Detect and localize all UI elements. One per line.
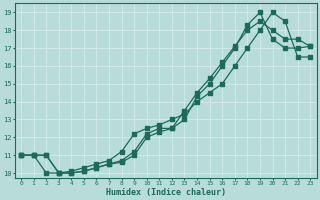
X-axis label: Humidex (Indice chaleur): Humidex (Indice chaleur) (106, 188, 226, 197)
